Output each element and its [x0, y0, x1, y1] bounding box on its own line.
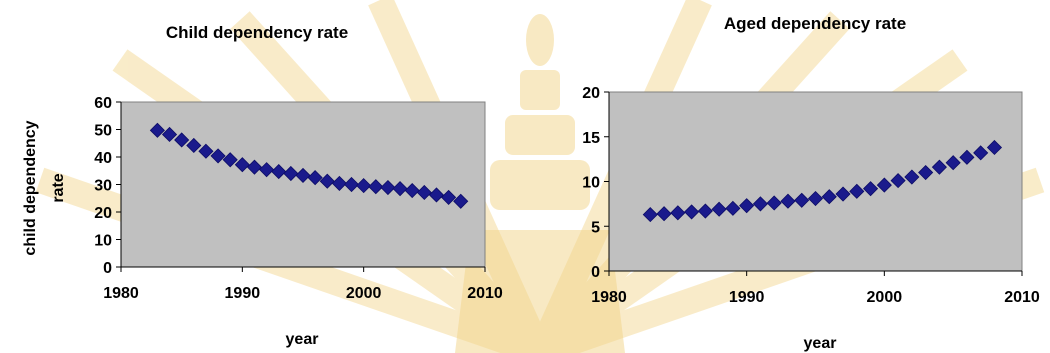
y-tick-label: 15 [582, 130, 600, 147]
data-point [343, 176, 360, 193]
y-axis-label-line-2: rate [50, 173, 67, 202]
data-point [404, 182, 420, 199]
data-point [986, 139, 1003, 156]
x-tick-label: 1980 [591, 289, 627, 306]
data-point [656, 206, 672, 222]
x-tick-label: 2010 [467, 285, 503, 302]
data-point [222, 152, 238, 168]
data-point [283, 165, 299, 182]
data-point [697, 203, 713, 219]
data-point [752, 196, 768, 212]
data-point [904, 169, 920, 185]
data-point [642, 207, 658, 223]
y-tick-label: 20 [94, 205, 112, 222]
data-point [198, 143, 214, 159]
chart-title: Aged dependency rate [724, 14, 906, 33]
y-tick-label: 30 [94, 178, 112, 195]
data-point [807, 190, 824, 207]
data-point [725, 200, 741, 216]
data-point [210, 148, 226, 164]
data-point [234, 157, 250, 173]
data-point [246, 159, 263, 175]
data-point [794, 192, 810, 208]
x-axis-label: year [804, 335, 837, 352]
data-point [890, 173, 906, 189]
data-point [453, 193, 469, 209]
data-point [161, 126, 178, 143]
data-point [380, 179, 396, 196]
data-point [821, 189, 837, 205]
x-axis-label: year [286, 331, 319, 348]
data-point [441, 189, 457, 205]
data-point [739, 198, 755, 214]
data-point [945, 155, 961, 171]
data-point [356, 178, 372, 194]
data-point [918, 164, 934, 181]
data-point [766, 195, 782, 211]
y-tick-label: 40 [94, 150, 112, 167]
plot-area [608, 91, 1023, 272]
data-point [149, 122, 165, 138]
data-point [849, 183, 865, 199]
chart-aged-dependency: Aged dependency rate 0 5 10 15 20 1980 1990 200… [582, 14, 1040, 352]
y-tick-label: 50 [94, 123, 112, 140]
data-point [931, 159, 947, 175]
data-point [428, 187, 445, 203]
y-tick-label: 5 [591, 219, 600, 236]
data-point [684, 204, 700, 220]
plot-area [120, 101, 486, 268]
data-point [174, 132, 190, 148]
y-tick-label: 20 [582, 85, 600, 102]
data-point [271, 164, 287, 180]
y-tick-label: 60 [94, 95, 112, 112]
data-point [863, 181, 879, 197]
y-tick-label: 10 [94, 233, 112, 250]
data-point [368, 179, 384, 195]
data-point [186, 137, 202, 154]
y-tick-label: 0 [591, 264, 600, 281]
x-tick-label: 2000 [867, 289, 903, 306]
data-point [331, 175, 347, 191]
x-tick-label: 2000 [346, 285, 382, 302]
y-axis-label-line-1: child dependency [22, 120, 39, 255]
data-point [959, 149, 975, 165]
data-point [392, 181, 408, 197]
chart-child-dependency: Child dependency rate 0 10 20 30 40 50 60 1980 1… [22, 23, 503, 348]
data-point [307, 170, 323, 186]
data-point [780, 193, 796, 209]
data-point [876, 177, 892, 193]
y-tick-label: 10 [582, 175, 600, 192]
data-point [295, 167, 311, 183]
chart-title: Child dependency rate [166, 23, 348, 42]
x-tick-label: 1990 [225, 285, 261, 302]
data-point [973, 145, 989, 161]
data-point [259, 162, 275, 178]
data-point [416, 184, 432, 201]
data-point [319, 173, 335, 189]
data-point [670, 205, 686, 221]
y-tick-label: 0 [103, 260, 112, 277]
x-tick-label: 1980 [103, 285, 139, 302]
x-tick-label: 1990 [729, 289, 765, 306]
data-point [835, 186, 851, 202]
x-tick-label: 2010 [1004, 289, 1040, 306]
data-point [711, 201, 727, 217]
